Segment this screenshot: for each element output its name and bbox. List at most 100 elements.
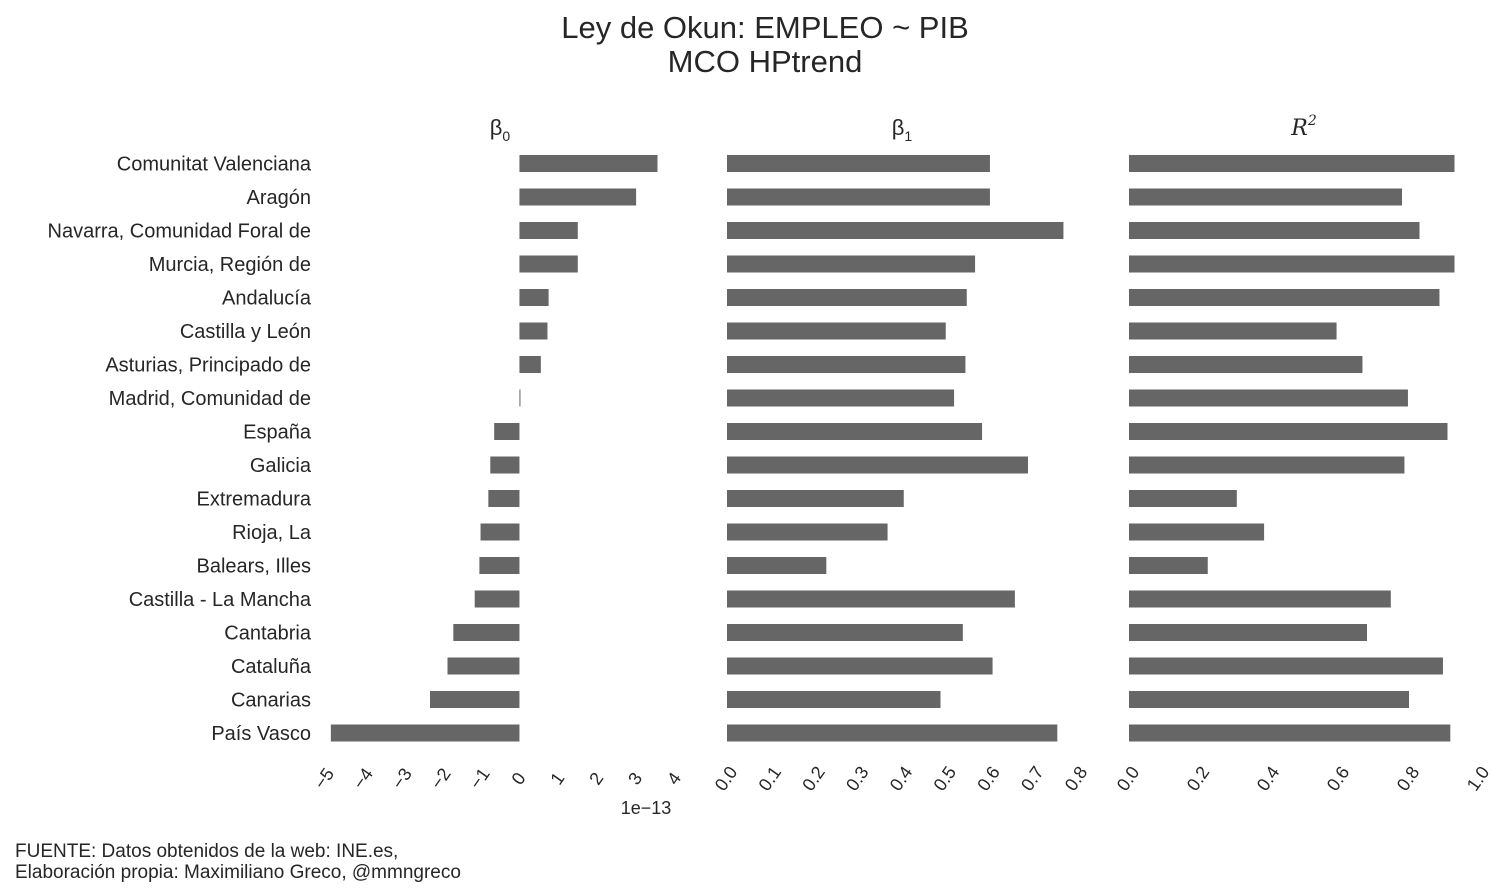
bar	[727, 188, 990, 206]
region-label: Madrid, Comunidad de	[109, 388, 311, 410]
bar	[1129, 657, 1443, 675]
bar	[1129, 289, 1440, 306]
bar	[519, 356, 541, 373]
bar	[490, 456, 520, 474]
bar	[1129, 389, 1408, 407]
bar	[519, 188, 637, 206]
tick-label: 0.6	[1323, 763, 1354, 795]
bar	[727, 590, 1015, 608]
bar	[519, 255, 578, 273]
bar	[1129, 490, 1237, 507]
bar	[727, 322, 946, 340]
bar	[447, 657, 520, 675]
bar	[727, 289, 967, 306]
bar	[727, 490, 904, 507]
tick-label: 2	[585, 769, 607, 789]
bar	[1129, 222, 1420, 239]
tick-label: 0.0	[711, 763, 742, 795]
chart-title: Ley de Okun: EMPLEO ~ PIB	[561, 10, 969, 45]
bar	[1129, 624, 1367, 641]
bar	[1129, 523, 1265, 541]
bar	[479, 557, 520, 574]
bar	[727, 624, 963, 641]
bar	[1129, 557, 1208, 574]
region-label: Rioja, La	[232, 522, 312, 544]
tick-label: 0.5	[929, 763, 960, 795]
tick-label: 4	[663, 769, 685, 789]
region-label: Cantabria	[224, 623, 312, 645]
bar	[1129, 691, 1409, 708]
tick-label: 0.8	[1061, 763, 1092, 795]
bar	[1129, 590, 1391, 608]
region-label: Navarra, Comunidad Foral de	[48, 221, 311, 243]
bar	[727, 255, 976, 273]
region-label: Balears, Illes	[197, 556, 312, 578]
region-label: Castilla - La Mancha	[129, 589, 312, 611]
bar	[519, 322, 548, 340]
bar	[727, 557, 827, 574]
region-label: Aragón	[247, 187, 312, 209]
footer-credit: Elaboración propia: Maximiliano Greco, @…	[15, 862, 461, 883]
bar	[727, 423, 983, 440]
region-label: Murcia, Región de	[149, 254, 311, 276]
region-label: Canarias	[231, 690, 311, 712]
tick-label: 0.3	[842, 763, 873, 795]
bar	[494, 423, 520, 440]
bar	[727, 523, 888, 541]
bar	[727, 356, 966, 373]
panels: −5 −4 −3 −2 −1 0 1 2 3 4 β0 1e−13 0.0 0.1 0.2 0.3 0.4 0.5…	[310, 113, 1493, 818]
bar	[727, 456, 1028, 474]
tick-label: 0.2	[798, 763, 829, 795]
panel-title: R2	[1290, 113, 1317, 141]
bar	[1129, 356, 1363, 373]
chart-subtitle: MCO HPtrend	[668, 44, 863, 79]
tick-label: 1.0	[1463, 763, 1494, 795]
panel-1: 0.0 0.1 0.2 0.3 0.4 0.5 0.6 0.7 0.8 β1	[711, 115, 1092, 795]
bar	[1129, 456, 1405, 474]
tick-label: 0.6	[973, 763, 1004, 795]
panel-0: −5 −4 −3 −2 −1 0 1 2 3 4 β0 1e−13	[310, 115, 685, 818]
bar	[519, 289, 549, 306]
bar	[727, 691, 941, 708]
bar	[727, 724, 1058, 742]
panel-2: 0.0 0.2 0.4 0.6 0.8 1.0 R2	[1113, 113, 1494, 795]
bar	[519, 155, 658, 172]
tick-label: 1	[546, 769, 568, 789]
bar	[474, 590, 520, 608]
tick-label: −1	[466, 764, 494, 792]
tick-label: −4	[349, 764, 377, 792]
tick-label: −5	[310, 764, 338, 792]
footer-source: FUENTE: Datos obtenidos de la web: INE.e…	[15, 841, 398, 862]
bar	[1129, 423, 1448, 440]
offset-label: 1e−13	[621, 798, 672, 818]
bar	[519, 222, 578, 239]
tick-label: 3	[624, 769, 646, 789]
bar	[1129, 255, 1455, 273]
bar	[1129, 724, 1451, 742]
region-label: Castilla y León	[180, 321, 311, 343]
region-label: Asturias, Principado de	[105, 355, 311, 377]
region-label: Extremadura	[197, 489, 312, 511]
region-label: España	[243, 422, 312, 444]
tick-label: −3	[388, 764, 416, 792]
bar	[1129, 188, 1402, 206]
bar	[430, 691, 520, 708]
bar	[727, 222, 1064, 239]
bar	[519, 389, 521, 407]
tick-label: 0.8	[1393, 763, 1424, 795]
panel-title: β0	[490, 115, 511, 144]
tick-label: 0.4	[1253, 763, 1284, 795]
bar	[488, 490, 520, 507]
tick-label: 0.1	[754, 763, 785, 795]
bar	[453, 624, 520, 641]
region-label: Galicia	[250, 455, 312, 477]
tick-label: 0	[507, 769, 529, 789]
bar	[330, 724, 520, 742]
bar	[727, 657, 993, 675]
tick-label: −2	[427, 764, 455, 792]
tick-label: 0.0	[1113, 763, 1144, 795]
bar	[480, 523, 520, 541]
bar	[727, 155, 990, 172]
bar	[1129, 322, 1337, 340]
